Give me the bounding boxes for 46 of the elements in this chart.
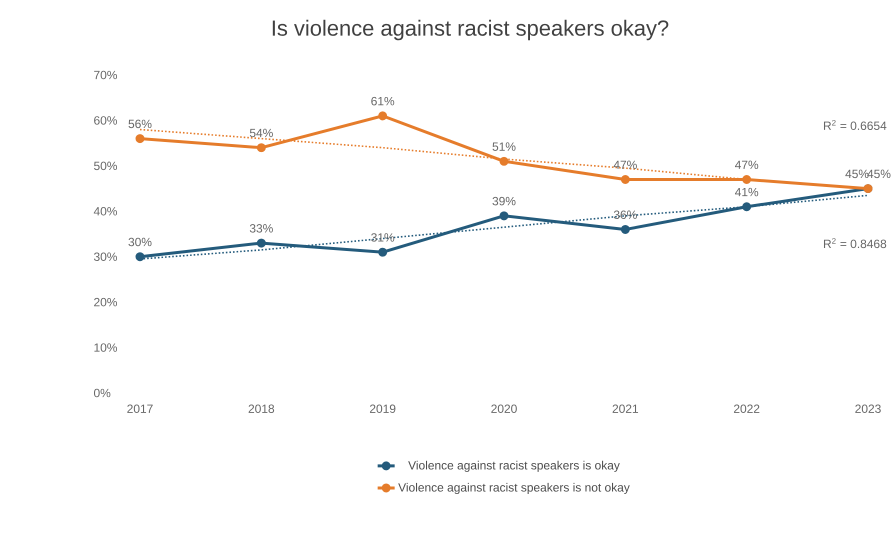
- annotation: R$^{2}$ = 0.6654: [824, 120, 886, 130]
- y-tick-label: 60%: [94, 116, 118, 125]
- data-label: 47%: [734, 160, 758, 169]
- y-tick-label: 10%: [94, 343, 118, 352]
- data-label: 36%: [614, 210, 637, 219]
- data-label: 51%: [492, 142, 516, 151]
- annotation: R$^{2}$ = 0.8468: [824, 238, 886, 248]
- y-tick-label: 20%: [94, 298, 118, 306]
- data-label: 56%: [128, 120, 152, 128]
- point: [378, 248, 388, 257]
- point: [256, 143, 266, 152]
- point: [500, 156, 508, 166]
- point: [620, 175, 630, 184]
- point: [256, 238, 266, 248]
- data-label: 54%: [250, 128, 273, 138]
- data-label: 33%: [250, 224, 273, 233]
- y-tick-label: 50%: [94, 162, 118, 170]
- x-tick-label: 2021: [612, 404, 638, 413]
- data-label: 31%: [371, 233, 394, 242]
- y-tick-label: 70%: [94, 70, 118, 80]
- data-label: 45%: [867, 170, 890, 178]
- x-tick-label: 2020: [491, 404, 517, 413]
- point: [500, 211, 508, 220]
- data-label: 45%: [845, 170, 869, 178]
- x-tick-label: 2023: [855, 404, 881, 413]
- point: [742, 175, 752, 184]
- data-label: 30%: [128, 238, 152, 246]
- data-label: 39%: [492, 196, 516, 206]
- x-tick-label: 2017: [127, 404, 153, 413]
- point: [742, 202, 752, 212]
- x-tick-label: 2018: [248, 404, 274, 413]
- legend-label: Violence against racist speakers is not okay: [398, 482, 630, 494]
- data-label: 47%: [614, 160, 637, 169]
- point: [136, 134, 144, 144]
- x-tick-label: 2022: [734, 404, 760, 413]
- x-tick-label: 2019: [370, 404, 396, 413]
- point: [620, 224, 630, 234]
- data-label: 41%: [734, 188, 758, 196]
- chart-title: Is violence against racist speakers okay?: [272, 20, 668, 40]
- y-tick-label: 40%: [94, 207, 118, 216]
- data-label: 61%: [371, 96, 394, 106]
- y-tick-label: 0%: [94, 388, 110, 398]
- point: [136, 252, 144, 262]
- legend-label: Violence against racist speakers is okay: [408, 460, 620, 472]
- y-tick-label: 30%: [94, 252, 118, 261]
- point: [378, 111, 388, 120]
